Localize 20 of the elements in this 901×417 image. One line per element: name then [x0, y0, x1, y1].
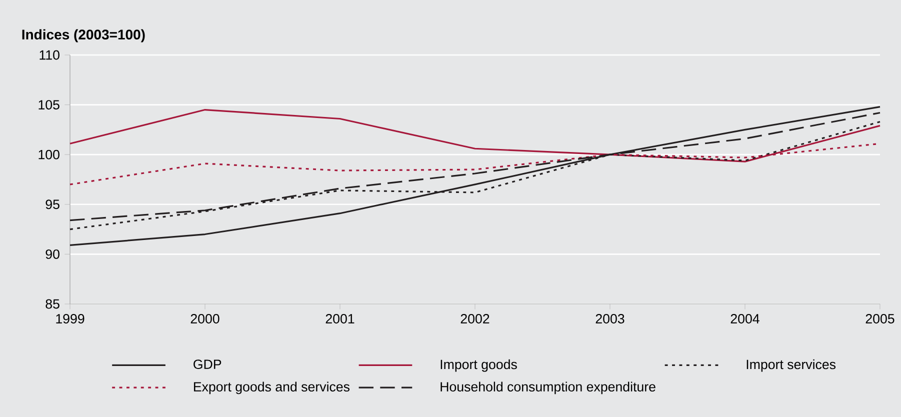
y-axis-title: Indices (2003=100)	[22, 29, 145, 42]
legend-label: Import services	[746, 359, 836, 372]
legend-label: GDP	[194, 360, 222, 369]
legend-label: Household consumption expenditure	[440, 382, 656, 394]
x-tick-label: 2001	[326, 314, 354, 324]
x-tick-label: 1999	[56, 314, 84, 324]
y-tick-label: 100	[38, 150, 60, 160]
x-tick-label: 2002	[460, 314, 490, 324]
y-tick-label: 90	[46, 249, 60, 259]
x-tick-label: 2000	[190, 314, 220, 324]
x-tick-label: 2004	[730, 314, 760, 324]
legend-label: Import goods	[440, 359, 517, 372]
y-tick-label: 85	[46, 299, 60, 309]
x-tick-label: 2005	[866, 314, 894, 324]
y-tick-label: 95	[46, 200, 60, 210]
y-tick-label: 105	[38, 100, 60, 110]
legend-label: Export goods and services	[194, 382, 350, 394]
y-tick-label: 110	[40, 50, 60, 60]
line-series	[69, 106, 881, 246]
x-tick-label: 2003	[596, 314, 624, 324]
